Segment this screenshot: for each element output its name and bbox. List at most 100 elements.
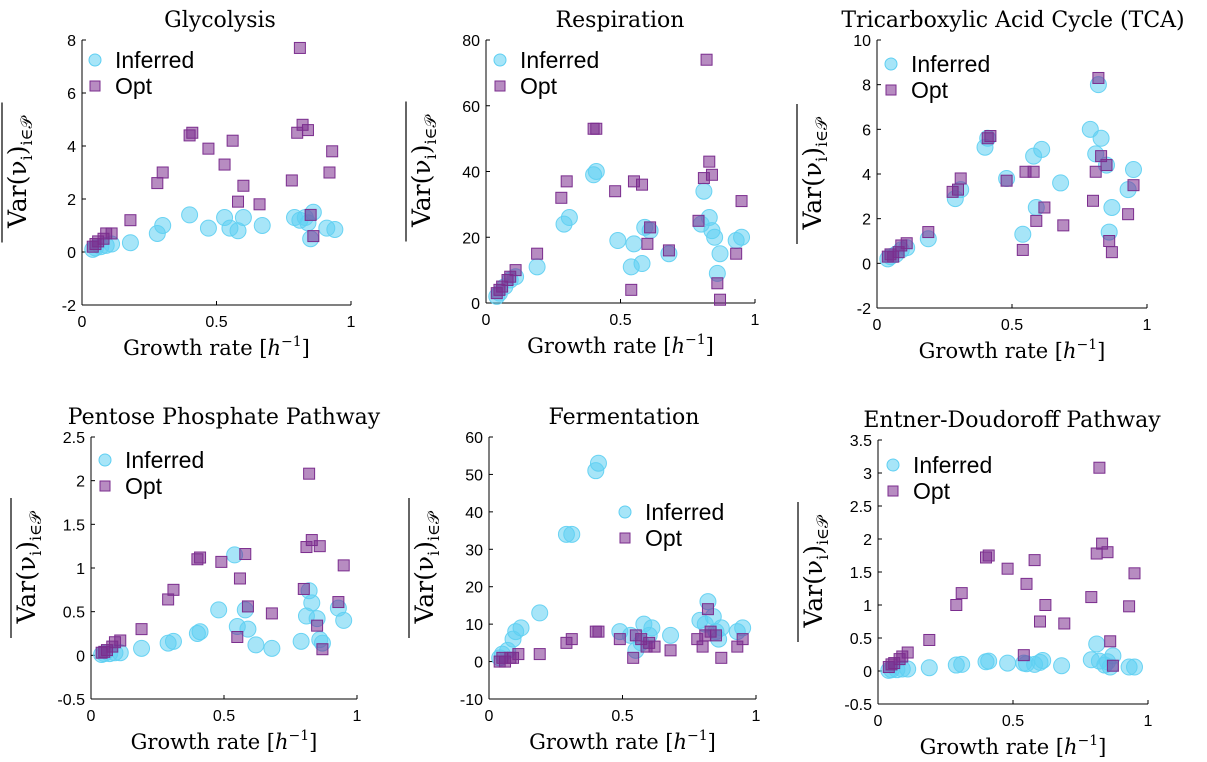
opt-point xyxy=(1020,577,1033,590)
opt-point xyxy=(709,629,722,642)
panel-3: Tricarboxylic Acid Cycle (TCA)0 0.5 1-2024… xyxy=(796,8,1185,363)
opt-point xyxy=(509,264,522,277)
svg-text:Var(νi)i∈𝒫: Var(νi)i∈𝒫 xyxy=(798,116,831,230)
x-axis-label: Growth rate [h−1] xyxy=(919,337,1106,363)
y-tick-label: 1.5 xyxy=(63,517,85,534)
inferred-point xyxy=(210,601,228,619)
x-tick-label: 0 xyxy=(873,317,882,334)
opt-point xyxy=(1127,179,1140,192)
opt-point xyxy=(1101,546,1114,559)
opt-point xyxy=(285,174,298,187)
inferred-point xyxy=(1103,199,1121,216)
opt-point xyxy=(664,644,677,657)
opt-point xyxy=(590,122,603,135)
y-tick-label: 2 xyxy=(76,474,85,491)
x-axis-label: Growth rate [h−1] xyxy=(529,728,716,754)
opt-point xyxy=(305,534,318,547)
legend-opt-marker xyxy=(885,84,897,96)
opt-point xyxy=(613,633,626,646)
opt-point xyxy=(592,625,605,638)
inferred-point xyxy=(1088,635,1106,653)
opt-point xyxy=(186,126,199,139)
y-axis-label: Var(νi)i∈𝒫 xyxy=(408,498,443,638)
x-tick-label: 0.5 xyxy=(205,314,227,331)
opt-point xyxy=(714,293,727,306)
svg-text:Var(νi)i∈𝒫: Var(νi)i∈𝒫 xyxy=(3,115,36,229)
inferred-point xyxy=(181,206,199,224)
opt-point xyxy=(237,179,250,192)
opt-point xyxy=(1104,635,1117,648)
legend-opt-marker xyxy=(494,80,506,92)
y-tick-label: 0 xyxy=(471,296,480,313)
opt-point xyxy=(1089,165,1102,178)
inferred-point xyxy=(1125,161,1142,179)
y-tick-label: 2.5 xyxy=(63,430,85,447)
opt-point xyxy=(703,155,716,168)
opt-point xyxy=(922,226,935,239)
panel-title: Fermentation xyxy=(549,405,700,430)
y-tick-label: 0 xyxy=(862,256,871,273)
inferred-point xyxy=(164,632,182,650)
x-tick-label: 0 xyxy=(874,713,883,730)
legend-opt-marker xyxy=(887,485,899,497)
opt-point xyxy=(301,124,314,137)
inferred-point xyxy=(154,217,172,234)
inferred-point xyxy=(662,626,680,644)
inferred-point xyxy=(326,220,344,238)
legend-inferred-label: Inferred xyxy=(520,47,599,73)
inferred-point xyxy=(292,632,310,650)
opt-point xyxy=(316,643,329,656)
y-tick-label: -2 xyxy=(62,298,76,315)
panel-title: Tricarboxylic Acid Cycle (TCA) xyxy=(841,8,1184,33)
inferred-point xyxy=(980,652,998,670)
opt-point xyxy=(1058,617,1071,630)
y-tick-label: 10 xyxy=(465,617,483,634)
inferred-point xyxy=(1014,225,1032,243)
inferred-point xyxy=(953,655,971,673)
opt-point xyxy=(1001,562,1014,575)
opt-point xyxy=(627,651,640,664)
panel-2: Respiration 0 0.5 1 0 20 40 60 80 Growth rate [h−… xyxy=(405,8,760,358)
panel-title: Pentose Phosphate Pathway xyxy=(68,405,381,430)
inferred-point xyxy=(239,620,257,638)
opt-point xyxy=(1105,246,1118,259)
opt-point xyxy=(1030,214,1043,227)
x-tick-label: 1 xyxy=(752,708,761,725)
opt-point xyxy=(265,607,278,620)
inferred-point xyxy=(199,219,217,237)
inferred-point xyxy=(335,611,353,629)
opt-point xyxy=(982,549,995,562)
y-tick-label: 2 xyxy=(862,212,871,229)
opt-point xyxy=(1093,461,1106,474)
opt-point xyxy=(311,619,324,632)
legend-inferred-label: Inferred xyxy=(911,51,990,77)
y-tick-label: 40 xyxy=(465,505,483,522)
x-tick-label: 0 xyxy=(87,708,96,725)
inferred-point xyxy=(1033,140,1051,158)
inferred-point xyxy=(253,217,271,234)
inferred-point xyxy=(589,454,607,472)
opt-point xyxy=(231,630,244,643)
opt-point xyxy=(955,587,968,600)
opt-point xyxy=(1027,165,1040,178)
inferred-point xyxy=(695,182,713,200)
opt-point xyxy=(194,551,207,564)
x-tick-label: 0.5 xyxy=(611,708,633,725)
x-tick-label: 0 xyxy=(78,314,87,331)
opt-point xyxy=(332,596,345,609)
y-tick-label: 4 xyxy=(862,167,871,184)
opt-point xyxy=(531,247,544,260)
y-tick-label: 0 xyxy=(863,664,872,681)
inferred-point xyxy=(733,228,751,246)
x-tick-label: 1 xyxy=(353,708,362,725)
x-tick-label: 0.5 xyxy=(609,312,631,329)
x-tick-label: 0.5 xyxy=(1001,317,1023,334)
opt-point xyxy=(241,600,254,613)
opt-point xyxy=(253,198,266,211)
opt-point xyxy=(326,145,339,158)
opt-point xyxy=(1017,649,1030,662)
